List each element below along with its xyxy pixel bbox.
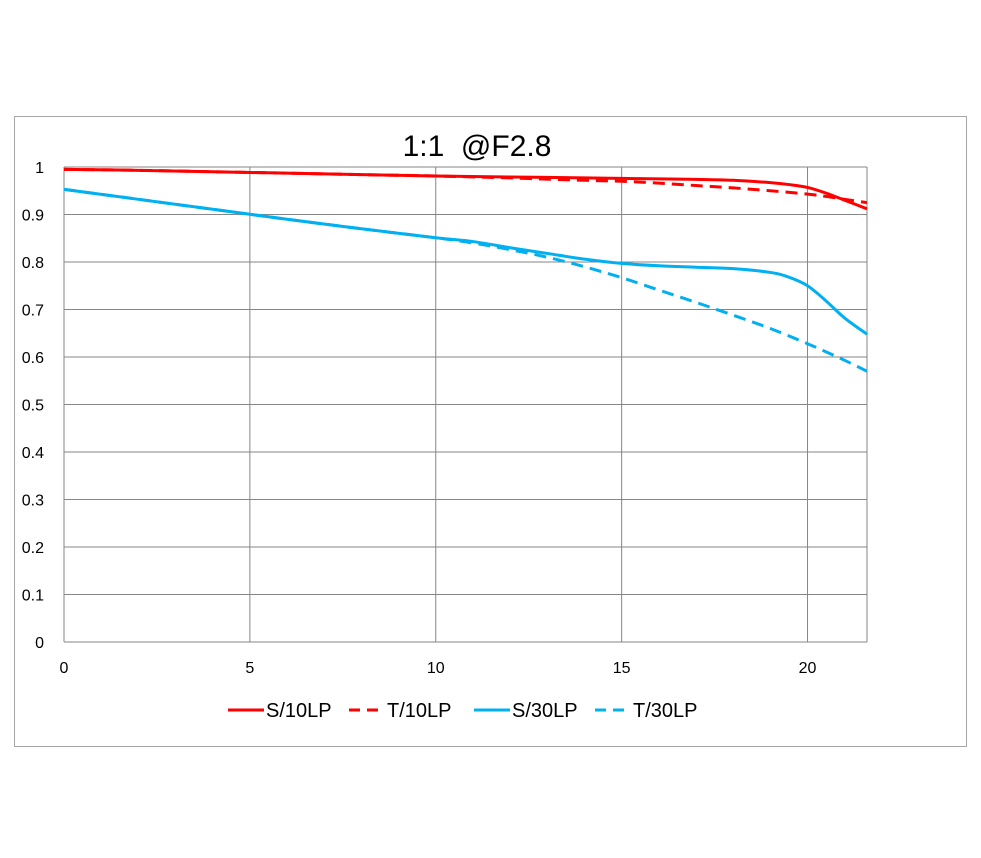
series-line-t-10lp: [63, 167, 868, 205]
x-tick-label: 15: [613, 660, 631, 677]
x-axis-ticks: 0 5 10 15 20: [60, 660, 817, 677]
legend-label: S/10LP: [266, 700, 332, 722]
y-tick-label: 0.9: [22, 208, 44, 225]
legend-label: T/10LP: [387, 700, 451, 722]
x-tick-label: 20: [799, 660, 817, 677]
x-tick-label: 10: [427, 660, 445, 677]
chart-frame: 1:1 @F2.8 0 0.1 0.2 0.3 0.4 0.5 0.6 0.7 0.8 0.9 1 …: [14, 116, 967, 747]
legend-label: S/30LP: [512, 700, 578, 722]
y-axis-ticks: 0 0.1 0.2 0.3 0.4 0.5 0.6 0.7 0.8 0.9 1: [22, 160, 44, 652]
y-tick-label: 0.4: [22, 445, 44, 462]
x-tick-label: 5: [245, 660, 254, 677]
series-line-t-30lp: [63, 187, 868, 373]
chart-title: 1:1 @F2.8: [403, 130, 552, 163]
y-tick-label: 0: [35, 635, 44, 652]
y-tick-label: 1: [35, 160, 44, 177]
y-tick-label: 0.5: [22, 398, 44, 415]
series-line-s-30lp: [63, 187, 868, 336]
y-tick-label: 0.3: [22, 493, 44, 510]
y-tick-label: 0.6: [22, 350, 44, 367]
series-line-s-10lp: [63, 167, 868, 211]
x-tick-label: 0: [60, 660, 69, 677]
legend: S/10LP T/10LP S/30LP T/30LP: [228, 700, 697, 722]
series-layer: [63, 167, 868, 373]
y-tick-label: 0.8: [22, 255, 44, 272]
legend-label: T/30LP: [633, 700, 697, 722]
y-tick-label: 0.1: [22, 588, 44, 605]
y-tick-label: 0.2: [22, 540, 44, 557]
grid-layer: [63, 166, 868, 643]
y-tick-label: 0.7: [22, 303, 44, 320]
mtf-chart: 1:1 @F2.8 00.10.20.30.40.50.60.70.80.91 …: [22, 130, 868, 722]
